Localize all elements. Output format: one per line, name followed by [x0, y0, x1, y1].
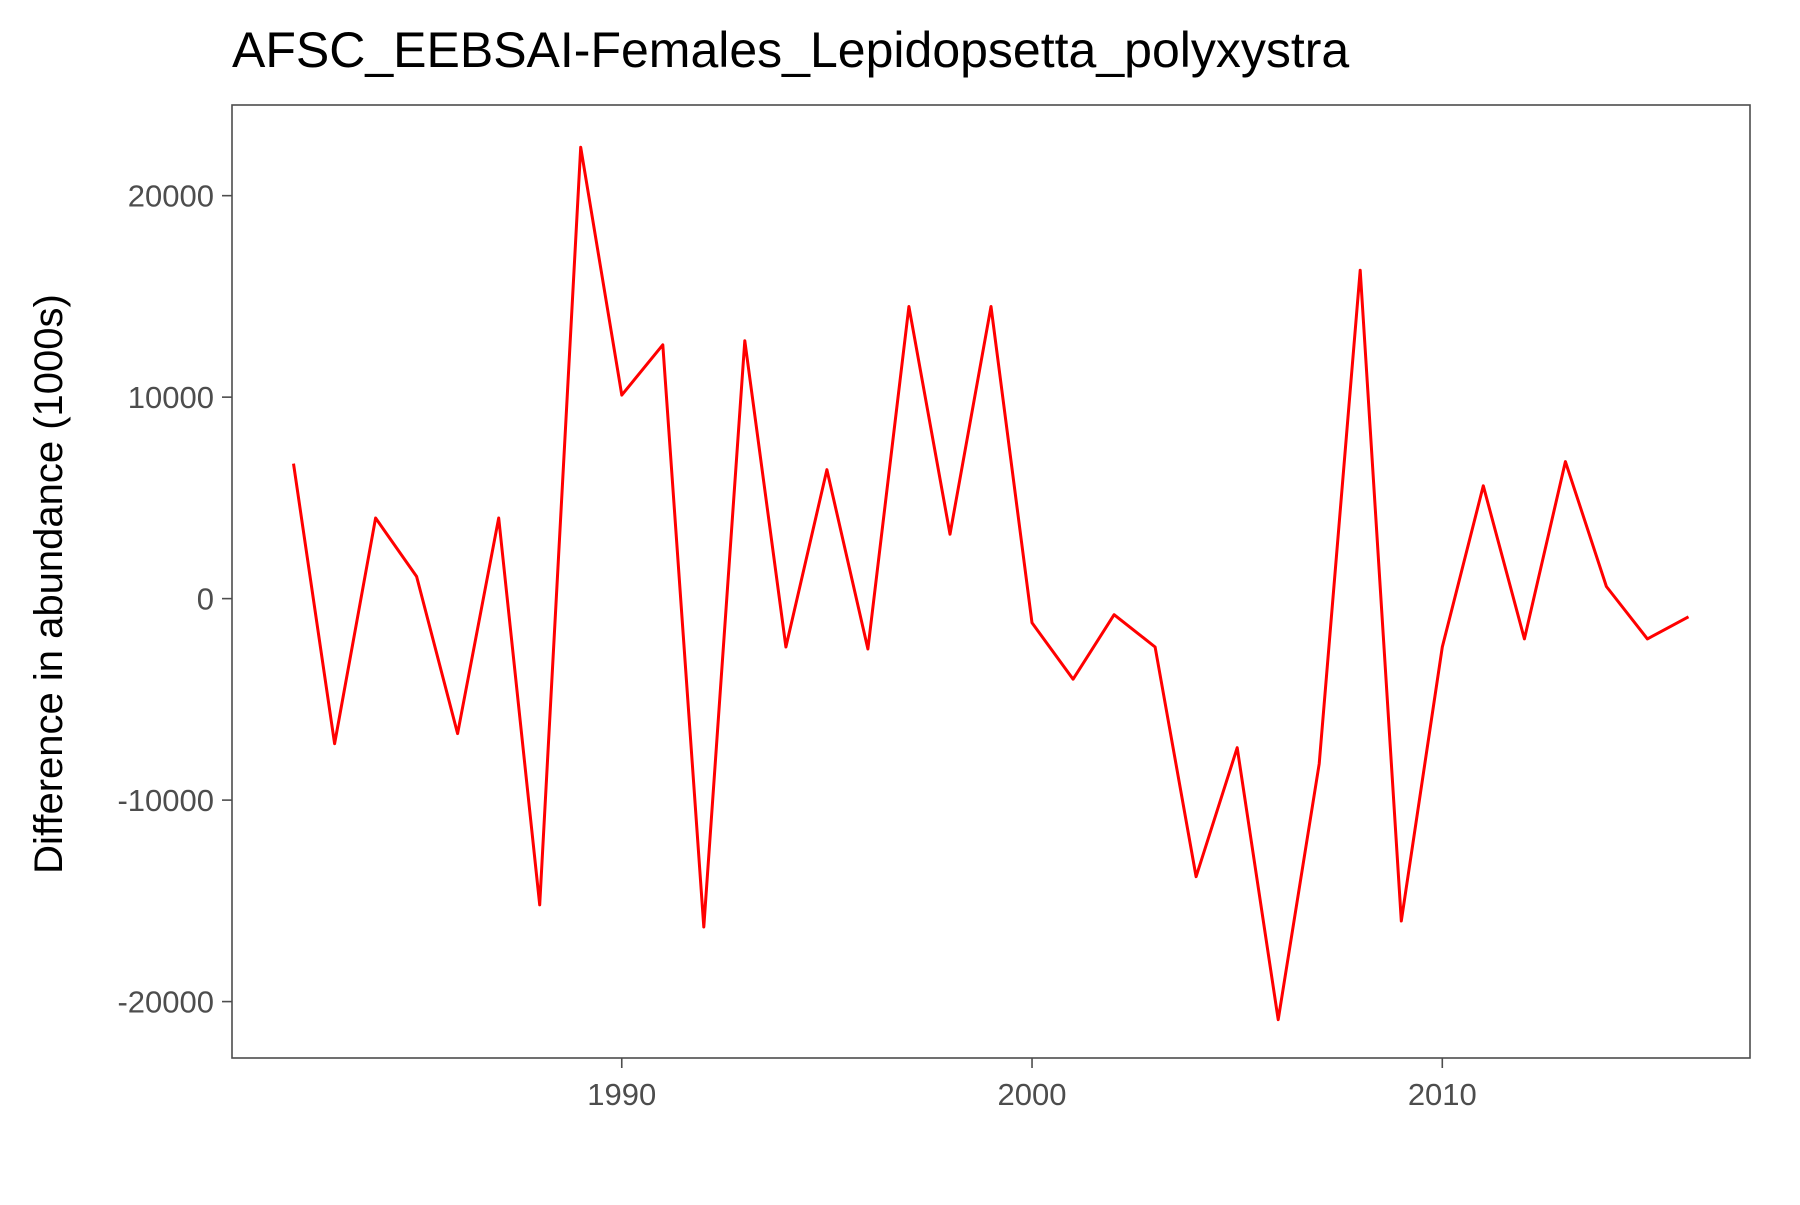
x-tick-label: 2010	[1408, 1077, 1477, 1112]
y-tick-label: -10000	[117, 783, 214, 818]
y-tick-label: 20000	[128, 179, 214, 214]
y-axis-label: Difference in abundance (1000s)	[27, 294, 71, 874]
x-tick-label: 1990	[587, 1077, 656, 1112]
y-tick-label: -20000	[117, 985, 214, 1020]
y-tick-label: 0	[197, 582, 214, 617]
x-tick-label: 2000	[998, 1077, 1067, 1112]
y-tick-label: 10000	[128, 380, 214, 415]
chart-title: AFSC_EEBSAI-Females_Lepidopsetta_polyxys…	[232, 22, 1349, 78]
